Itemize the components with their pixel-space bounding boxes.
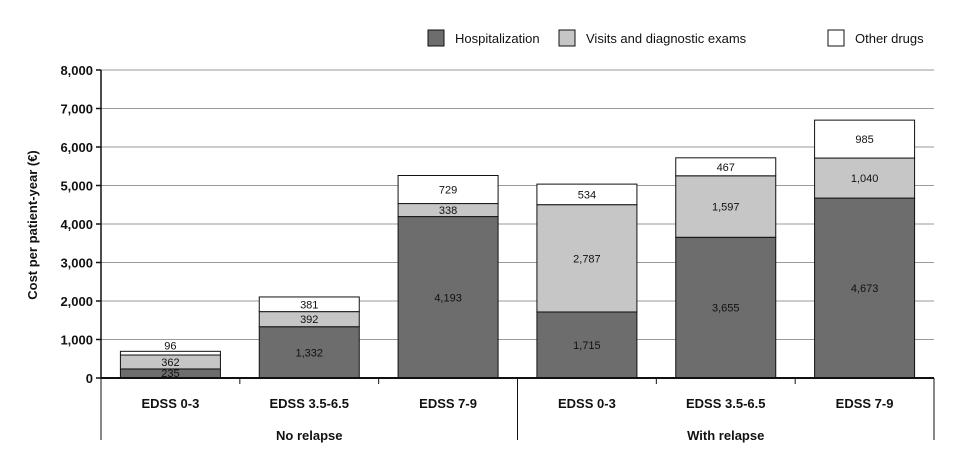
bars: 235362961,3323923814,1933387291,7152,787… <box>119 119 916 380</box>
bar-segment <box>675 236 777 379</box>
legend-label: Visits and diagnostic exams <box>586 31 747 46</box>
y-tick-label: 6,000 <box>60 140 93 155</box>
bar-segment <box>675 157 777 177</box>
x-tick-label: EDSS 0-3 <box>558 396 616 411</box>
y-tick-label: 3,000 <box>60 256 93 271</box>
x-axis: EDSS 0-3 EDSS 3.5-6.5 EDSS 7-9 EDSS 0-3 EDSS… <box>100 377 935 443</box>
group-label: With relapse <box>687 428 764 443</box>
legend-label: Other drugs <box>855 31 924 46</box>
group-label: No relapse <box>276 428 342 443</box>
data-label: 985 <box>855 134 873 146</box>
x-tick-label: EDSS 3.5-6.5 <box>270 396 350 411</box>
data-label: 381 <box>300 299 318 311</box>
y-tick-label: 1,000 <box>60 333 93 348</box>
y-tick-label: 8,000 <box>60 63 93 78</box>
bar-segment <box>119 350 221 356</box>
bar-segment <box>814 119 916 159</box>
data-label: 392 <box>300 314 318 326</box>
y-tick-label: 5,000 <box>60 179 93 194</box>
data-label: 2,787 <box>573 253 601 265</box>
data-label: 729 <box>439 185 457 197</box>
y-axis: 0 1,000 2,000 3,000 4,000 5,000 6,000 7,000 8,00… <box>60 63 102 386</box>
bar-segment <box>258 296 360 313</box>
bar-segment <box>536 183 638 206</box>
bar-segment <box>675 175 777 238</box>
data-label: 4,193 <box>434 292 462 304</box>
data-label: 338 <box>439 205 457 217</box>
y-axis-label: Cost per patient-year (€) <box>25 150 40 300</box>
bar-segment <box>814 197 916 379</box>
bar-segment <box>814 157 916 199</box>
x-tick-label: EDSS 0-3 <box>142 396 200 411</box>
data-label: 3,655 <box>712 303 740 315</box>
y-tick-label: 2,000 <box>60 294 93 309</box>
data-label: 1,332 <box>295 347 323 359</box>
bar-segment <box>536 311 638 379</box>
legend-label: Hospitalization <box>455 31 540 46</box>
data-label: 362 <box>161 357 179 369</box>
bar-segment <box>397 174 499 205</box>
x-tick-label: EDSS 7-9 <box>419 396 477 411</box>
gridlines <box>101 69 934 340</box>
data-label: 1,040 <box>851 173 879 185</box>
legend-swatch <box>558 29 576 47</box>
x-tick-label: EDSS 7-9 <box>836 396 894 411</box>
data-label: 534 <box>578 189 596 201</box>
y-tick-label: 7,000 <box>60 102 93 117</box>
legend-swatch <box>427 29 445 47</box>
bar-segment <box>397 216 499 379</box>
y-tick-label: 4,000 <box>60 217 93 232</box>
legend-swatch <box>827 29 845 47</box>
data-label: 1,715 <box>573 340 601 352</box>
legend: Hospitalization Visits and diagnostic exa… <box>427 29 924 47</box>
y-tick-label: 0 <box>86 371 93 386</box>
data-label: 4,673 <box>851 283 879 295</box>
data-label: 1,597 <box>712 202 740 214</box>
data-label: 467 <box>717 162 735 174</box>
data-label: 96 <box>164 340 176 352</box>
x-tick-label: EDSS 3.5-6.5 <box>686 396 766 411</box>
